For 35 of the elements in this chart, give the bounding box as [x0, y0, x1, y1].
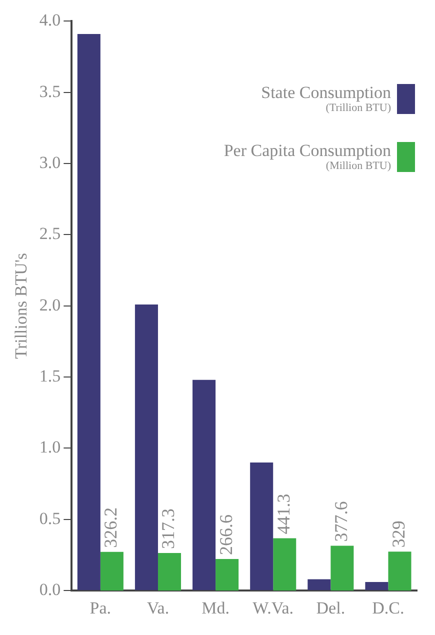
legend-label: Per Capita Consumption (Million BTU) — [224, 141, 391, 173]
x-tick-label: Pa. — [90, 598, 112, 618]
x-tick-label: Va. — [146, 598, 170, 618]
data-label: 441.3 — [273, 494, 294, 534]
y-tick-label: 4.0 — [39, 10, 61, 30]
y-tick-label: 0.0 — [39, 580, 61, 600]
y-tick-label: 3.5 — [39, 82, 61, 101]
x-tick-label: D.C. — [372, 598, 404, 618]
y-tick-label: 1.0 — [39, 438, 61, 457]
y-tick-label: 0.5 — [39, 508, 61, 528]
data-label: 329 — [388, 520, 408, 548]
data-label: 377.6 — [330, 501, 351, 542]
bar — [250, 462, 274, 590]
bar — [388, 552, 412, 591]
data-label: 317.3 — [158, 508, 178, 549]
bar — [308, 579, 331, 590]
bar — [77, 34, 100, 590]
legend-label: State Consumption (Trillion BTU) — [261, 83, 391, 115]
x-tick-label: W.Va. — [252, 598, 294, 618]
bar — [330, 546, 354, 591]
y-axis-title: Trillions BTU's — [12, 252, 31, 359]
bar — [158, 552, 182, 591]
bar — [100, 552, 124, 591]
bar — [216, 558, 239, 591]
bar — [134, 304, 158, 590]
y-tick-label: 1.5 — [39, 366, 61, 386]
y-tick-label: 2.0 — [39, 295, 61, 314]
x-tick-label: Md. — [202, 598, 230, 618]
bar — [192, 380, 216, 590]
bar — [365, 582, 388, 590]
y-tick-label: 3.0 — [39, 153, 61, 172]
data-label: 266.6 — [216, 514, 236, 555]
data-label: 326.2 — [100, 507, 121, 548]
x-tick-label: Del. — [316, 598, 346, 618]
y-tick-label: 2.5 — [39, 224, 61, 244]
